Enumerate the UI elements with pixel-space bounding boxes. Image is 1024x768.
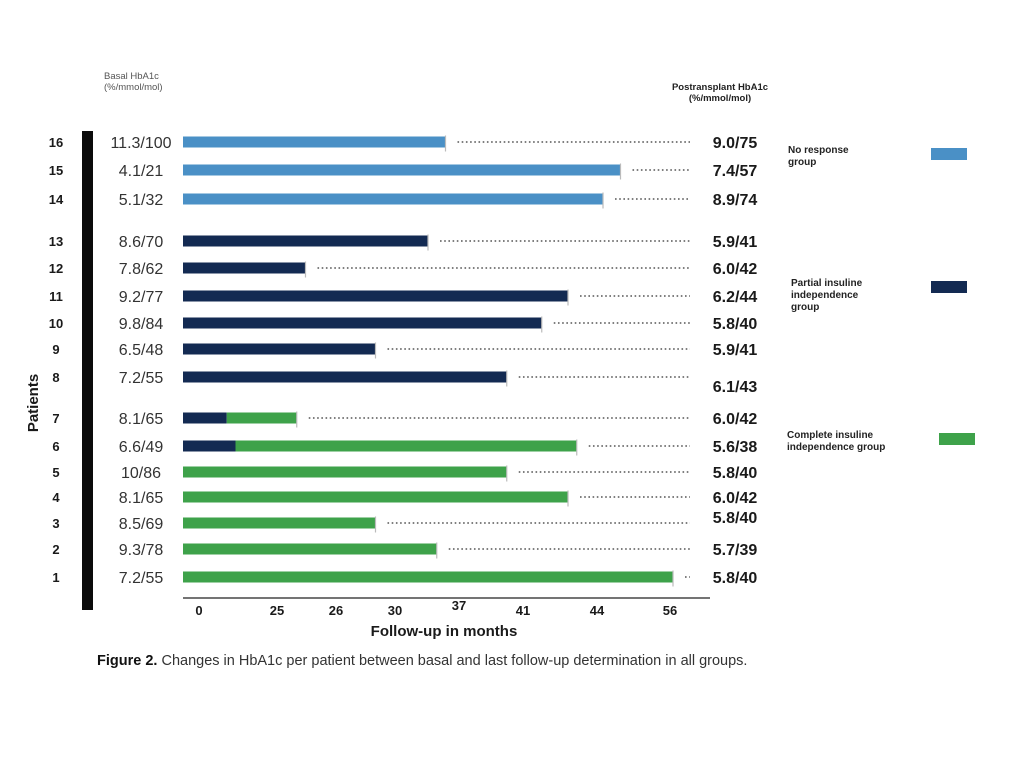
patient-id-label: 2: [52, 542, 59, 557]
patient-bar: [183, 543, 437, 555]
x-tick-label: 0: [195, 603, 202, 618]
post-hba1c-value: 7.4/57: [713, 163, 758, 180]
patient-bar: [183, 193, 603, 205]
post-hba1c-value: 5.9/41: [713, 342, 758, 359]
legend-swatch-no-response: [931, 148, 967, 160]
x-axis-title: Follow-up in months: [371, 623, 518, 640]
post-header-line-2: (%/mmol/mol): [688, 93, 752, 104]
post-hba1c-value: 8.9/74: [713, 192, 758, 209]
patient-bar: [183, 343, 376, 355]
patient-id-label: 15: [49, 163, 63, 178]
basal-hba1c-value: 7.2/55: [119, 570, 164, 587]
patient-id-label: 4: [52, 490, 60, 505]
patient-id-label: 6: [52, 439, 59, 454]
post-hba1c-value: 5.9/41: [713, 234, 758, 251]
basal-hba1c-value: 5.1/32: [119, 192, 164, 209]
basal-hba1c-value: 11.3/100: [110, 135, 171, 152]
post-hba1c-value: 6.2/44: [713, 289, 758, 306]
patient-bar: [183, 371, 507, 383]
post-hba1c-value: 9.0/75: [713, 135, 758, 152]
post-hba1c-value: 5.6/38: [713, 439, 758, 456]
post-hba1c-value: 6.1/43: [713, 379, 758, 396]
y-axis-title: Patients: [25, 374, 42, 432]
patient-id-label: 14: [49, 192, 64, 207]
caption-text: Changes in HbA1c per patient between bas…: [161, 653, 748, 669]
post-hba1c-value: 5.8/40: [713, 570, 758, 587]
legend-label-complete: Complete insuline independence group: [787, 430, 886, 453]
patient-id-label: 10: [49, 316, 63, 331]
patient-id-label: 9: [52, 342, 59, 357]
patient-bar: [183, 491, 568, 503]
patient-bar: [183, 235, 428, 247]
legend-swatch-partial: [931, 281, 967, 293]
x-tick-label: 26: [329, 603, 343, 618]
post-hba1c-value: 6.0/42: [713, 261, 758, 278]
bar-segment-partial: [183, 440, 236, 452]
patient-id-label: 11: [49, 289, 63, 304]
basal-header-line-1: Basal HbA1c: [104, 71, 159, 82]
basal-hba1c-value: 8.6/70: [119, 234, 164, 251]
post-hba1c-value: 5.7/39: [713, 542, 758, 559]
patient-bar: [183, 136, 446, 148]
bar-segment-complete: [235, 440, 577, 452]
x-tick-label: 30: [388, 603, 402, 618]
post-hba1c-value: 5.8/40: [713, 465, 758, 482]
patient-id-label: 1: [52, 570, 59, 585]
x-tick-label: 37: [452, 598, 466, 613]
patient-id-label: 13: [49, 234, 63, 249]
basal-hba1c-value: 4.1/21: [119, 163, 164, 180]
x-tick-label: 56: [663, 603, 677, 618]
basal-hba1c-value: 6.6/49: [119, 439, 164, 456]
basal-hba1c-value: 10/86: [121, 465, 161, 482]
patient-id-label: 7: [52, 411, 59, 426]
post-hba1c-value: 5.8/40: [713, 510, 758, 527]
caption-label: Figure 2.: [97, 653, 158, 669]
patient-id-label: 5: [52, 465, 59, 480]
post-hba1c-value: 5.8/40: [713, 316, 758, 333]
patient-id-label: 12: [49, 261, 63, 276]
patient-id-label: 16: [49, 135, 63, 150]
patient-bar: [183, 262, 306, 274]
patient-bar: [183, 517, 376, 529]
basal-hba1c-value: 9.8/84: [119, 316, 164, 333]
post-header-line-1: Postransplant HbA1c: [671, 82, 769, 93]
bar-segment-complete: [226, 412, 297, 424]
basal-hba1c-value: 6.5/48: [119, 342, 164, 359]
post-hba1c-value: 6.0/42: [713, 490, 758, 507]
patient-bar: [183, 466, 507, 478]
basal-hba1c-value: 9.3/78: [119, 542, 164, 559]
bar-segment-partial: [183, 412, 227, 424]
basal-hba1c-value: 7.2/55: [119, 370, 164, 387]
basal-hba1c-value: 8.5/69: [119, 516, 164, 533]
basal-hba1c-value: 9.2/77: [119, 289, 164, 306]
basal-hba1c-value: 8.1/65: [119, 490, 164, 507]
basal-header-line-2: (%/mmol/mol): [104, 82, 163, 93]
patient-id-label: 8: [52, 370, 59, 385]
basal-hba1c-header: Basal HbA1c (%/mmol/mol): [104, 71, 163, 93]
x-tick-label: 41: [516, 603, 530, 618]
patient-id-label: 3: [52, 516, 59, 531]
patient-bar: [183, 317, 542, 329]
patient-bar: [183, 164, 621, 176]
legend-label-partial: Partial insuline independence group: [791, 278, 863, 313]
postransplant-hba1c-header: Postransplant HbA1c (%/mmol/mol): [650, 82, 790, 104]
legend-label-no-response: No response group: [788, 145, 849, 168]
x-tick-label: 44: [590, 603, 605, 618]
patient-bar: [183, 290, 568, 302]
patient-bar: [183, 571, 673, 583]
post-hba1c-value: 6.0/42: [713, 411, 758, 428]
legend-swatch-complete: [939, 433, 975, 445]
x-tick-label: 25: [270, 603, 284, 618]
basal-hba1c-value: 8.1/65: [119, 411, 164, 428]
basal-hba1c-value: 7.8/62: [119, 261, 164, 278]
patients-bracket-bar: [82, 131, 93, 610]
figure-caption: Figure 2. Changes in HbA1c per patient b…: [97, 653, 747, 669]
